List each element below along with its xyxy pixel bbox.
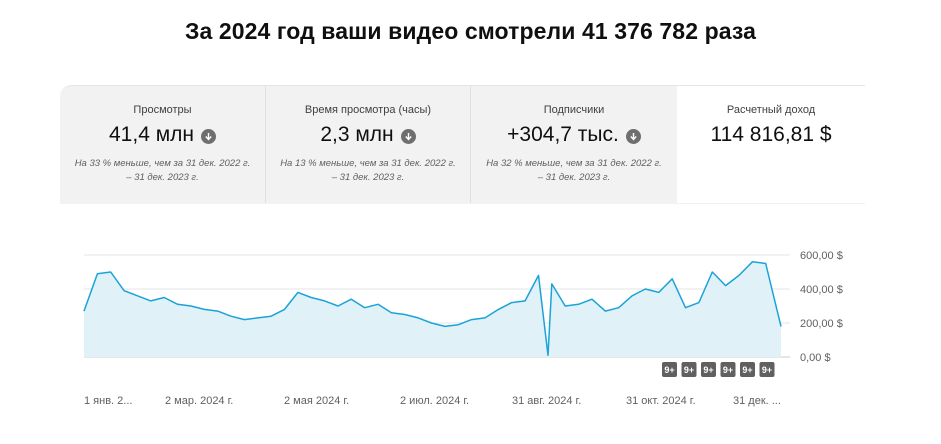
badge-box	[740, 362, 755, 377]
annotation-badge[interactable]: 9+	[662, 362, 677, 377]
tab-subscribers[interactable]: Подписчики +304,7 тыс. На 32 % меньше, ч…	[471, 86, 677, 203]
annotation-badge[interactable]: 9+	[720, 362, 736, 377]
x-tick-label: 2 мая 2024 г.	[284, 395, 349, 407]
tab-views[interactable]: Просмотры 41,4 млн На 33 % меньше, чем з…	[60, 86, 266, 203]
x-tick-label: 1 янв. 2...	[84, 395, 132, 407]
y-axis-ticks: 0,00 $ 200,00 $ 400,00 $ 600,00 $	[800, 250, 843, 364]
tab-value: 41,4 млн	[109, 123, 194, 146]
x-axis-ticks: 1 янв. 2... 2 мар. 2024 г. 2 мая 2024 г. 2 …	[84, 395, 781, 407]
annotation-badge[interactable]: 9+	[759, 362, 775, 377]
badge-label: 9+	[703, 365, 713, 375]
note-line-2: – 31 дек. 2023 г.	[537, 172, 611, 183]
tab-value-row: 2,3 млн	[266, 123, 470, 147]
note-line-1: На 13 % меньше, чем за 31 дек. 2022 г.	[280, 158, 456, 169]
y-tick-label: 0,00 $	[800, 352, 831, 364]
annotation-badge[interactable]: 9+	[701, 362, 716, 377]
note-line-2: – 31 дек. 2023 г.	[331, 172, 405, 183]
metric-tabs: Просмотры 41,4 млн На 33 % меньше, чем з…	[60, 86, 865, 203]
y-tick-label: 400,00 $	[800, 284, 843, 296]
x-tick-label: 31 авг. 2024 г.	[512, 395, 581, 407]
badge-box	[759, 362, 775, 377]
series-area	[84, 261, 781, 357]
badge-label: 9+	[684, 365, 694, 375]
tab-comparison-note: На 13 % меньше, чем за 31 дек. 2022 г. –…	[266, 157, 470, 185]
annotation-badge[interactable]: 9+	[681, 362, 697, 377]
tab-value: 2,3 млн	[320, 123, 394, 146]
badge-box	[720, 362, 736, 377]
badge-label: 9+	[742, 365, 752, 375]
series-line	[83, 261, 782, 357]
tab-label: Просмотры	[133, 104, 192, 116]
tab-comparison-note: На 33 % меньше, чем за 31 дек. 2022 г. –…	[60, 157, 265, 185]
tab-value-row: 41,4 млн	[60, 123, 265, 147]
tab-value-row: +304,7 тыс.	[471, 123, 677, 147]
x-tick-label: 2 мар. 2024 г.	[165, 395, 233, 407]
badge-label: 9+	[723, 365, 733, 375]
note-line-1: На 32 % меньше, чем за 31 дек. 2022 г.	[486, 158, 662, 169]
note-line-2: – 31 дек. 2023 г.	[126, 172, 199, 183]
page-title: За 2024 год ваши видео смотрели 41 376 7…	[184, 18, 757, 44]
tab-value: +304,7 тыс.	[507, 123, 619, 146]
y-tick-label: 600,00 $	[800, 250, 843, 262]
note-line-1: На 33 % меньше, чем за 31 дек. 2022 г.	[74, 158, 251, 169]
x-tick-label: 31 окт. 2024 г.	[626, 395, 696, 407]
tab-watch-time[interactable]: Время просмотра (часы) 2,3 млн На 13 % м…	[266, 86, 471, 203]
badge-label: 9+	[762, 365, 772, 375]
tab-value: 114 816,81 $	[710, 123, 832, 146]
arrow-down-icon	[625, 128, 641, 144]
tab-comparison-note: На 32 % меньше, чем за 31 дек. 2022 г. –…	[471, 157, 677, 185]
badge-box	[701, 362, 716, 377]
arrow-down-icon	[400, 128, 416, 144]
x-tick-label: 2 июл. 2024 г.	[400, 395, 469, 407]
tab-label: Время просмотра (часы)	[304, 104, 432, 116]
tab-label: Подписчики	[543, 104, 605, 116]
badge-label: 9+	[664, 365, 674, 375]
annotation-badge[interactable]: 9+	[740, 362, 755, 377]
tab-value-row: 114 816,81 $	[677, 123, 865, 147]
tab-label: Расчетный доход	[726, 104, 816, 116]
badge-box	[681, 362, 697, 377]
annotation-badges: 9+ 9+ 9+ 9+ 9+ 9+	[662, 362, 775, 377]
y-tick-label: 200,00 $	[800, 318, 843, 330]
badge-box	[662, 362, 677, 377]
x-tick-label: 31 дек. ...	[733, 395, 781, 407]
arrow-down-icon	[201, 128, 216, 144]
tab-estimated-revenue[interactable]: Расчетный доход 114 816,81 $	[677, 86, 865, 203]
